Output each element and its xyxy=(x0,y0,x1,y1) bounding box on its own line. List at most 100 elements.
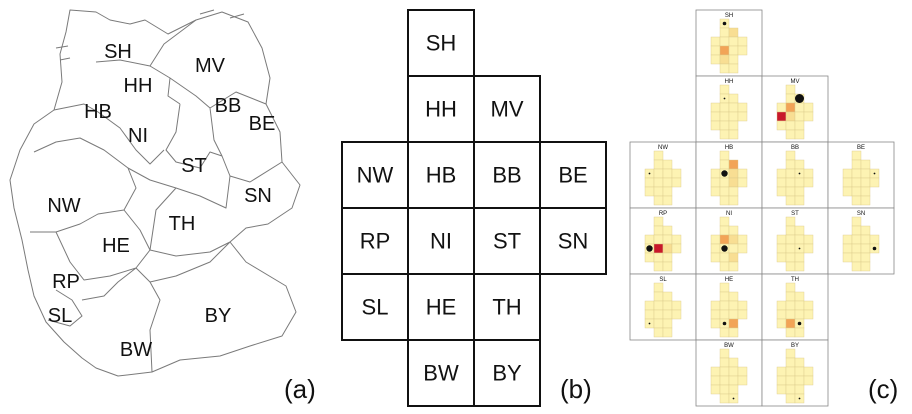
mini-cell-st xyxy=(860,243,871,254)
mini-dot xyxy=(795,94,804,103)
mini-cell-bb xyxy=(662,234,673,245)
grid-tile-by xyxy=(473,339,541,407)
mini-cell-sl xyxy=(644,252,655,263)
mini-cell-th xyxy=(860,252,871,263)
mini-cell-mv xyxy=(662,225,673,236)
mini-cell-hb xyxy=(785,234,796,245)
mini-cell-rp xyxy=(842,177,853,188)
panel-b-caption: (b) xyxy=(560,374,592,404)
small-multiple-title: SH xyxy=(725,13,733,19)
small-multiple-title: MV xyxy=(791,79,800,85)
mini-cell-ni xyxy=(719,309,730,320)
map-label-mv: MV xyxy=(195,55,226,77)
small-multiple-title: SL xyxy=(659,277,667,283)
mini-cell-rp xyxy=(644,177,655,188)
mini-cell-sl xyxy=(776,186,787,197)
mini-cell-hh xyxy=(719,357,730,368)
mini-cell-sl xyxy=(710,384,721,395)
mini-cell-be xyxy=(737,234,748,245)
mini-cell-rp xyxy=(710,309,721,320)
small-multiple-bb: BB xyxy=(761,141,829,209)
small-multiple-title: BB xyxy=(791,145,799,151)
mini-cell-ni xyxy=(719,177,730,188)
panel-a-labels: SH HH MV HB BB BE NI ST SN NW TH HE RP SL BY BW xyxy=(47,41,275,361)
mini-cell-nw xyxy=(710,36,721,47)
mini-cell-st xyxy=(728,45,739,56)
map-label-bw: BW xyxy=(120,339,152,361)
small-multiple-title: TH xyxy=(791,277,799,283)
map-label-ni: NI xyxy=(128,125,148,147)
mini-dot xyxy=(722,321,727,326)
small-multiple-title: BE xyxy=(857,145,865,151)
mini-cell-bb xyxy=(860,168,871,179)
mini-cell-bw xyxy=(851,261,862,272)
mini-cell-by xyxy=(794,129,805,140)
mini-cell-sn xyxy=(737,111,748,122)
mini-cell-by xyxy=(794,327,805,338)
mini-cell-sl xyxy=(710,120,721,131)
grid-label-nw: NW xyxy=(357,163,394,188)
mini-cell-sh xyxy=(851,150,862,161)
mini-cell-th xyxy=(794,384,805,395)
mini-cell-by xyxy=(662,327,673,338)
grid-label-rp: RP xyxy=(360,229,391,254)
mini-cell-bw xyxy=(719,261,730,272)
mini-cell-he xyxy=(785,186,796,197)
mini-cell-th xyxy=(728,318,739,329)
mini-cell-nw xyxy=(644,300,655,311)
map-label-bb: BB xyxy=(215,95,242,117)
mini-cell-sn xyxy=(671,309,682,320)
small-multiple-title: NW xyxy=(658,145,668,151)
mini-cell-sh xyxy=(653,150,664,161)
mini-cell-rp xyxy=(710,45,721,56)
grid-tile-sl xyxy=(341,273,409,341)
mini-cell-sl xyxy=(776,120,787,131)
mini-cell-sl xyxy=(776,318,787,329)
mini-cell-hb xyxy=(785,168,796,179)
map-label-be: BE xyxy=(249,113,276,135)
small-multiple-nw: NW xyxy=(629,141,697,209)
mini-cell-th xyxy=(728,384,739,395)
map-label-sh: SH xyxy=(104,41,132,63)
mini-dot xyxy=(798,397,801,400)
mini-cell-ni xyxy=(653,243,664,254)
mini-cell-sl xyxy=(776,252,787,263)
mini-cell-be xyxy=(671,234,682,245)
mini-cell-sn xyxy=(803,375,814,386)
mini-cell-rp xyxy=(710,375,721,386)
mini-cell-be xyxy=(869,234,880,245)
mini-cell-nw xyxy=(776,102,787,113)
mini-cell-th xyxy=(794,252,805,263)
mini-cell-bb xyxy=(728,234,739,245)
grid-label-he: HE xyxy=(426,295,457,320)
grid-label-sh: SH xyxy=(426,31,457,56)
mini-cell-sn xyxy=(737,177,748,188)
small-multiple-title: HE xyxy=(725,277,733,283)
grid-label-st: ST xyxy=(493,229,521,254)
small-multiple-title: SN xyxy=(857,211,865,217)
mini-cell-th xyxy=(728,54,739,65)
small-multiple-sh: SH xyxy=(695,9,763,77)
mini-cell-bb xyxy=(794,300,805,311)
mini-cell-mv xyxy=(860,225,871,236)
mini-cell-hb xyxy=(785,300,796,311)
grid-label-ni: NI xyxy=(430,229,452,254)
mini-cell-ni xyxy=(785,309,796,320)
small-multiple-sl: SL xyxy=(629,273,697,341)
mini-cell-hh xyxy=(785,225,796,236)
mini-cell-bw xyxy=(785,129,796,140)
mini-cell-hb xyxy=(719,234,730,245)
mini-cell-ni xyxy=(653,177,664,188)
mini-cell-bw xyxy=(719,129,730,140)
mini-cell-hh xyxy=(851,159,862,170)
mini-cell-st xyxy=(794,111,805,122)
mini-cell-bb xyxy=(728,300,739,311)
map-label-hh: HH xyxy=(124,75,153,97)
mini-cell-mv xyxy=(728,27,739,38)
mini-cell-sl xyxy=(842,252,853,263)
mini-cell-he xyxy=(785,120,796,131)
mini-cell-st xyxy=(860,177,871,188)
small-multiple-he: HE xyxy=(695,273,763,341)
mini-cell-nw xyxy=(776,234,787,245)
mini-cell-he xyxy=(785,318,796,329)
